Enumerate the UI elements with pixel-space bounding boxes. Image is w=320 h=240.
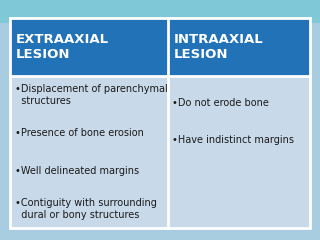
Text: •Have indistinct margins: •Have indistinct margins — [172, 135, 294, 145]
Text: •Displacement of parenchymal
  structures: •Displacement of parenchymal structures — [15, 84, 168, 106]
Text: •Do not erode bone: •Do not erode bone — [172, 98, 269, 108]
Bar — [167, 18, 310, 76]
Bar — [0, 0, 320, 23]
Text: EXTRAAXIAL
LESION: EXTRAAXIAL LESION — [16, 33, 109, 61]
Text: INTRAAXIAL
LESION: INTRAAXIAL LESION — [173, 33, 263, 61]
Bar — [167, 76, 310, 228]
Bar — [10, 18, 310, 228]
Text: •Presence of bone erosion: •Presence of bone erosion — [15, 128, 144, 138]
Text: •Contiguity with surrounding
  dural or bony structures: •Contiguity with surrounding dural or bo… — [15, 198, 157, 220]
Bar — [10, 18, 167, 76]
Bar — [10, 76, 167, 228]
Text: •Well delineated margins: •Well delineated margins — [15, 166, 139, 176]
